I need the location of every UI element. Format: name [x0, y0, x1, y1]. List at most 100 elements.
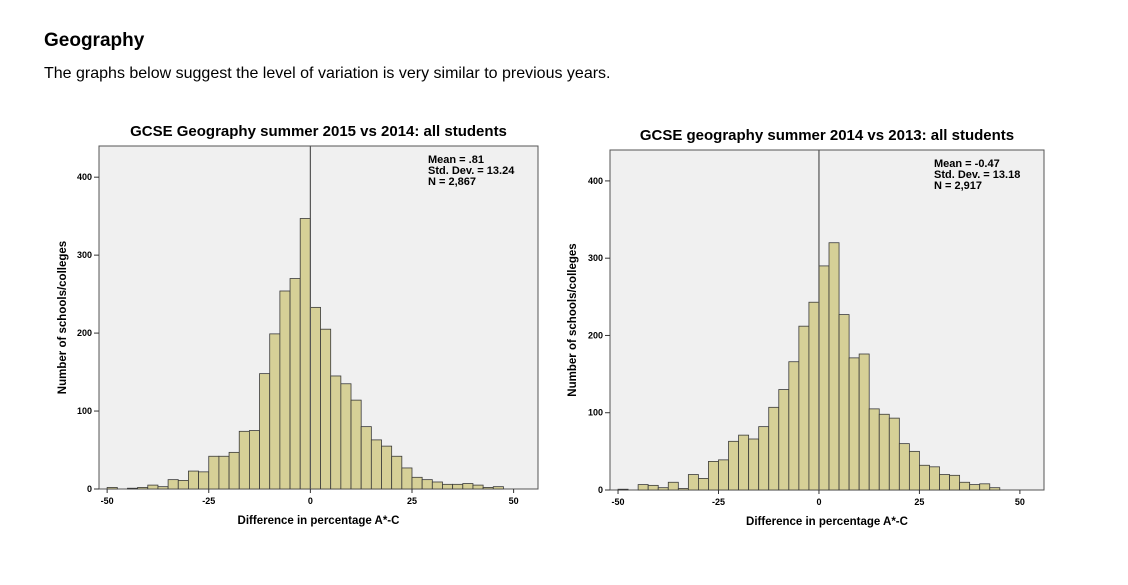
histogram-bar [137, 487, 149, 490]
histogram-bar [919, 464, 930, 491]
histogram-bar [687, 474, 699, 491]
histogram-bar [401, 467, 413, 490]
stats-line: Std. Dev. = 13.24 [428, 165, 515, 177]
histogram-bar [808, 301, 820, 491]
histogram-bar [472, 484, 484, 490]
x-tick-label: 25 [914, 497, 924, 507]
histogram-bar [259, 373, 271, 490]
histogram-bar [979, 483, 991, 491]
histogram-bar [698, 478, 709, 491]
histogram-bar [818, 265, 830, 491]
stats-line: Std. Dev. = 13.18 [934, 169, 1020, 181]
histogram-bar [106, 487, 118, 490]
histogram-bar [452, 483, 464, 490]
histogram-bar [768, 406, 780, 491]
histogram-bar [381, 445, 393, 490]
y-tick-label: 0 [598, 485, 603, 495]
y-tick-label: 100 [77, 406, 92, 416]
histogram-bar [350, 399, 362, 490]
histogram-bar [482, 487, 494, 490]
chart-title: GCSE geography summer 2014 vs 2013: all … [640, 127, 1014, 144]
histogram-bar [309, 306, 321, 490]
histogram-bar [492, 486, 504, 490]
histogram-bar [320, 328, 332, 490]
histogram-bar [299, 218, 311, 490]
y-tick-label: 300 [588, 253, 603, 263]
x-tick-label: 0 [816, 497, 821, 507]
histogram-bar [778, 389, 790, 491]
histogram-bar [738, 434, 750, 491]
histogram-bar [411, 476, 423, 490]
histogram-bar [462, 483, 474, 490]
bars [106, 218, 504, 490]
x-axis-label: Difference in percentage A*-C [238, 515, 400, 527]
intro-text: The graphs below suggest the level of va… [44, 65, 611, 82]
y-tick-label: 100 [588, 408, 603, 418]
y-axis-label: Number of schools/colleges [567, 243, 579, 396]
histogram-bar [728, 440, 739, 491]
histogram-bar [208, 455, 220, 490]
section-heading: Geography [44, 30, 145, 51]
histogram-bar [279, 290, 291, 490]
chart-title: GCSE Geography summer 2015 vs 2014: all … [130, 123, 507, 140]
histogram-bar [888, 417, 900, 491]
x-tick-label: 50 [1015, 497, 1025, 507]
histogram-bar [868, 408, 880, 491]
histogram-bar [898, 443, 910, 491]
histogram-bar [269, 333, 281, 490]
histogram-bar [798, 325, 810, 491]
histogram-bar [657, 487, 669, 491]
histogram-2014-vs-2013: GCSE geography summer 2014 vs 2013: all … [567, 127, 1045, 528]
histogram-bar [442, 483, 454, 490]
histogram-bar [858, 353, 870, 491]
x-axis-label: Difference in percentage A*-C [746, 516, 908, 528]
histogram-bar [677, 488, 689, 491]
histogram-bar [939, 474, 950, 491]
histogram-bar [391, 455, 403, 490]
stats-line: N = 2,867 [428, 176, 476, 188]
y-tick-label: 200 [588, 330, 603, 340]
stats-line: N = 2,917 [934, 180, 982, 192]
histogram-bar [758, 426, 770, 491]
histogram-bar [617, 488, 629, 491]
histogram-bar [431, 481, 443, 490]
histogram-bar [127, 487, 139, 490]
histogram-bar [198, 471, 210, 490]
histogram-bar [637, 484, 649, 491]
histogram-bar [667, 481, 679, 491]
histogram-bar [929, 466, 940, 491]
histogram-bar [748, 438, 760, 491]
histogram-bar [370, 439, 382, 490]
x-tick-label: -50 [101, 496, 114, 506]
histogram-bar [238, 430, 250, 490]
histogram-bar [167, 479, 179, 490]
stats-line: Mean = .81 [428, 154, 484, 166]
histogram-bar [157, 486, 169, 490]
y-tick-label: 400 [77, 172, 92, 182]
x-tick-label: 0 [308, 496, 313, 506]
histogram-2015-vs-2014: GCSE Geography summer 2015 vs 2014: all … [57, 123, 539, 527]
histogram-bar [838, 314, 850, 491]
histogram-bar [878, 413, 890, 491]
histogram-bar [949, 474, 961, 491]
y-tick-label: 200 [77, 328, 92, 338]
histogram-bar [718, 459, 729, 491]
histogram-bar [421, 479, 433, 490]
histogram-bar [188, 470, 199, 490]
x-tick-label: 50 [509, 496, 519, 506]
y-tick-label: 300 [77, 250, 92, 260]
histogram-bar [147, 484, 159, 490]
histogram-bar [989, 487, 1001, 491]
histogram-bar [647, 484, 659, 491]
x-tick-label: -25 [202, 496, 215, 506]
x-tick-label: 25 [407, 496, 417, 506]
x-tick-label: -25 [712, 497, 725, 507]
histogram-bar [218, 455, 230, 490]
y-axis-label: Number of schools/colleges [57, 241, 69, 394]
histogram-bar [969, 484, 981, 491]
histogram-bar [177, 480, 189, 490]
histogram-bar [330, 375, 342, 490]
histogram-bar [360, 426, 372, 490]
histogram-bar [708, 461, 719, 491]
histogram-bar [788, 361, 800, 491]
